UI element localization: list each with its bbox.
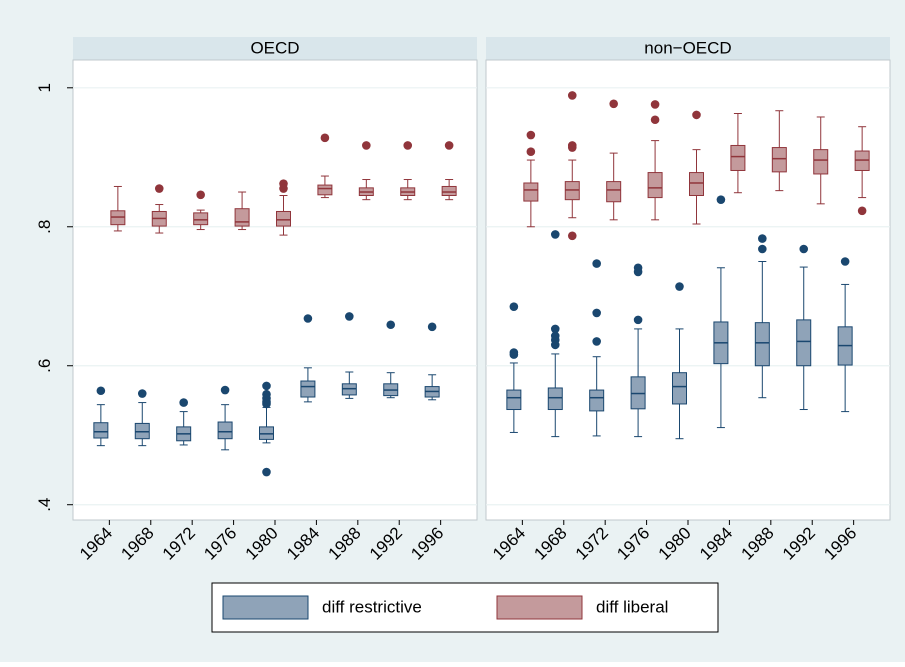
- box: [300, 380, 316, 398]
- box: [796, 319, 812, 367]
- outlier: [633, 315, 643, 325]
- plot-area: [485, 59, 891, 521]
- y-tick-label: .8: [35, 220, 54, 234]
- outlier: [345, 312, 354, 321]
- outlier: [320, 133, 330, 143]
- outlier: [567, 91, 577, 100]
- panel-title: OECD: [250, 38, 299, 57]
- outlier: [567, 231, 577, 241]
- outlier: [716, 195, 726, 204]
- outlier: [427, 322, 437, 332]
- box: [771, 147, 787, 173]
- outlier: [550, 340, 560, 350]
- outlier: [857, 206, 867, 216]
- box: [193, 212, 209, 226]
- legend-label: diff restrictive: [322, 597, 422, 616]
- outlier: [550, 230, 560, 239]
- outlier: [550, 324, 560, 334]
- panel-header: [486, 37, 890, 60]
- legend-swatch: [496, 595, 583, 620]
- panel-title: non−OECD: [644, 38, 731, 57]
- outlier: [692, 110, 701, 120]
- box: [672, 372, 687, 405]
- outlier: [137, 389, 147, 398]
- legend-label: diff liberal: [596, 597, 668, 616]
- box: [689, 172, 704, 196]
- outlier: [444, 141, 454, 150]
- box: [813, 149, 829, 175]
- box: [506, 389, 522, 411]
- box: [93, 422, 109, 439]
- box: [234, 208, 250, 227]
- outlier: [196, 190, 205, 200]
- box: [730, 144, 746, 171]
- box: [276, 210, 291, 227]
- box: [606, 181, 622, 203]
- legend-swatch: [222, 595, 309, 620]
- outlier: [650, 100, 660, 109]
- y-tick-label: 1: [35, 83, 54, 92]
- plot-area: [72, 59, 478, 521]
- outlier: [592, 259, 601, 268]
- outlier: [509, 350, 519, 359]
- outlier: [154, 184, 164, 193]
- box: [317, 184, 333, 196]
- y-tick-label: .4: [35, 498, 54, 512]
- outlier: [279, 184, 288, 193]
- outlier: [262, 399, 271, 409]
- outlier: [675, 282, 684, 291]
- outlier: [262, 467, 271, 477]
- outlier: [403, 141, 413, 150]
- box: [441, 185, 457, 196]
- box: [647, 172, 663, 199]
- outlier: [179, 398, 188, 407]
- outlier: [567, 143, 577, 152]
- outlier: [303, 314, 313, 323]
- outlier: [799, 244, 809, 254]
- outlier: [592, 337, 601, 346]
- box: [547, 387, 563, 411]
- outlier: [262, 381, 271, 391]
- outlier: [526, 130, 536, 140]
- box: [589, 389, 605, 412]
- box: [754, 322, 770, 367]
- outlier: [220, 385, 230, 395]
- outlier: [758, 244, 767, 254]
- box: [523, 182, 539, 202]
- y-tick-label: .6: [35, 359, 54, 373]
- outlier: [386, 320, 396, 330]
- panel-header: [73, 37, 477, 60]
- outlier: [840, 257, 850, 266]
- outlier: [758, 234, 767, 243]
- outlier: [362, 141, 371, 150]
- outlier: [96, 386, 106, 396]
- outlier: [633, 267, 643, 277]
- outlier: [526, 147, 536, 157]
- outlier: [592, 308, 601, 318]
- outlier: [509, 302, 519, 311]
- outlier: [650, 115, 660, 125]
- box: [217, 421, 233, 440]
- outlier: [609, 99, 618, 109]
